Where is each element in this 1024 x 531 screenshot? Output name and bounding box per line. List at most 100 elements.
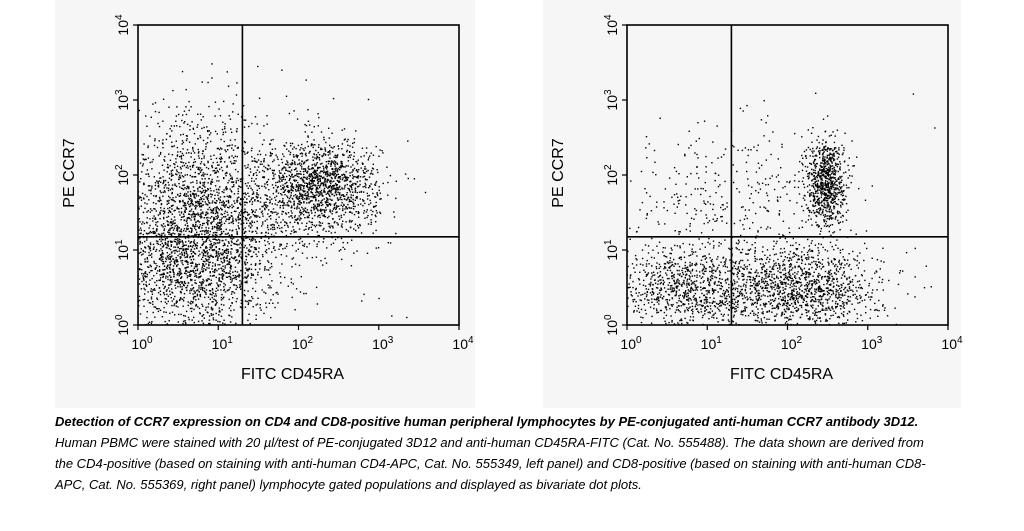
- left-dot: [189, 165, 191, 168]
- left-dot: [293, 204, 295, 206]
- right-dot: [813, 205, 815, 208]
- right-dot: [830, 158, 833, 160]
- left-dot: [308, 201, 310, 204]
- left-dot: [222, 322, 224, 324]
- left-dot: [297, 198, 299, 201]
- left-dot: [260, 237, 262, 239]
- left-dot: [375, 210, 378, 212]
- left-dot: [330, 173, 332, 175]
- left-dot: [208, 315, 211, 317]
- left-dot: [156, 308, 159, 310]
- left-dot: [180, 156, 182, 158]
- left-dot: [249, 201, 251, 203]
- left-dot: [179, 176, 181, 178]
- left-dot: [238, 254, 240, 257]
- left-dot: [284, 221, 286, 223]
- left-dot: [245, 237, 247, 239]
- left-dot: [173, 260, 176, 263]
- left-dot: [345, 165, 348, 167]
- left-dot: [252, 214, 255, 216]
- left-dot: [258, 171, 261, 173]
- left-dot: [340, 166, 342, 168]
- left-dot: [336, 155, 339, 157]
- left-dot: [232, 274, 234, 277]
- left-dot: [344, 198, 346, 200]
- left-dot: [193, 248, 196, 250]
- right-dot: [836, 150, 838, 153]
- left-dot: [230, 195, 232, 198]
- left-dot: [406, 316, 408, 319]
- left-dot: [321, 212, 323, 215]
- left-dot: [228, 218, 230, 221]
- left-dot: [395, 197, 397, 200]
- right-dot: [818, 211, 820, 213]
- left-dot: [192, 255, 194, 257]
- left-dot: [195, 213, 198, 215]
- right-dot: [815, 221, 817, 224]
- left-dot: [317, 182, 319, 185]
- left-dot: [152, 243, 155, 246]
- left-dot: [165, 266, 168, 269]
- left-dot: [290, 207, 292, 209]
- left-dot: [220, 224, 222, 226]
- left-dot: [210, 158, 212, 160]
- left-dot: [324, 216, 326, 218]
- left-dot: [175, 115, 178, 117]
- left-dot: [297, 184, 300, 186]
- left-dot: [225, 239, 227, 241]
- left-dot: [231, 238, 234, 240]
- left-dot: [337, 198, 339, 201]
- left-dot: [282, 200, 284, 202]
- left-dot: [302, 190, 305, 193]
- left-dot: [299, 164, 302, 167]
- left-dot: [368, 194, 370, 197]
- left-dot: [189, 242, 191, 244]
- left-dot: [247, 290, 249, 292]
- left-dot: [353, 141, 355, 144]
- left-dot: [230, 221, 232, 224]
- left-dot: [188, 318, 190, 321]
- left-dot: [232, 257, 234, 259]
- left-dot: [194, 234, 196, 236]
- left-dot: [358, 169, 360, 171]
- left-dot: [151, 269, 153, 272]
- left-dot: [283, 167, 285, 169]
- right-dot: [839, 169, 841, 171]
- left-dot: [214, 265, 216, 267]
- left-dot: [317, 235, 319, 237]
- left-dot: [207, 160, 209, 163]
- left-dot: [265, 306, 268, 309]
- left-dot: [369, 155, 371, 157]
- left-dot: [317, 125, 319, 127]
- left-dot: [275, 181, 277, 184]
- left-dot: [169, 227, 171, 230]
- left-dot: [193, 176, 195, 178]
- right-dot: [817, 187, 819, 189]
- left-dot: [247, 213, 249, 216]
- left-dot: [180, 241, 182, 243]
- left-dot: [266, 123, 268, 125]
- left-dot: [187, 228, 189, 230]
- left-dot: [211, 275, 214, 277]
- right-dot: [819, 175, 822, 177]
- left-dot: [315, 200, 317, 202]
- right-dot: [834, 181, 836, 183]
- left-dot: [254, 116, 257, 118]
- left-dot: [275, 189, 278, 191]
- left-dot: [289, 166, 291, 168]
- left-dot: [329, 150, 331, 152]
- left-dot: [374, 196, 376, 198]
- left-dot: [227, 202, 230, 204]
- left-dot: [334, 206, 336, 208]
- left-dot: [218, 307, 220, 309]
- left-dot: [162, 98, 165, 100]
- left-dot: [303, 245, 305, 247]
- left-dot: [232, 111, 234, 113]
- left-dot: [311, 212, 313, 214]
- left-dot: [191, 165, 194, 167]
- left-dot: [191, 270, 193, 272]
- right-dot: [815, 172, 817, 175]
- left-dot: [318, 192, 320, 195]
- left-dot: [312, 182, 314, 184]
- left-dot: [271, 210, 273, 213]
